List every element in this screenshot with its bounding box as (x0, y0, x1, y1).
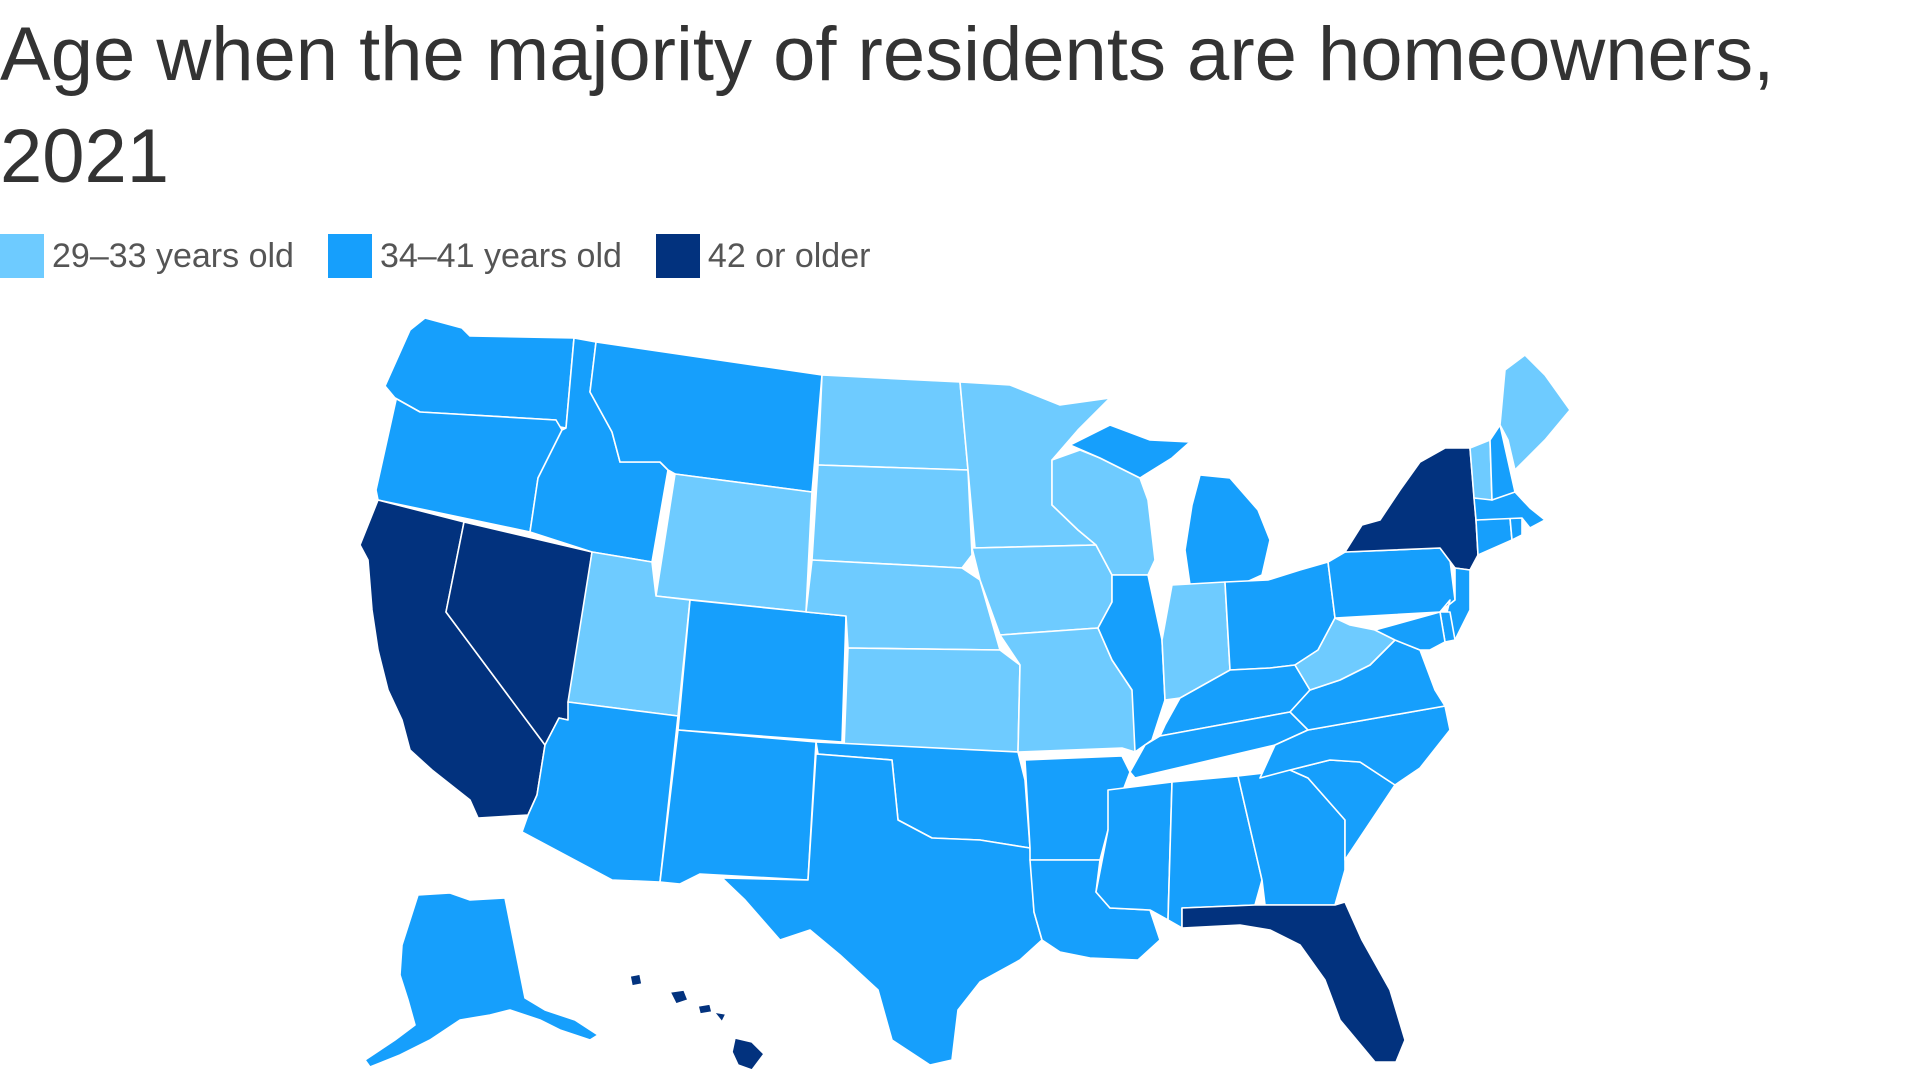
state-ks[interactable] (843, 647, 1021, 753)
state-ar[interactable] (1024, 755, 1131, 861)
state-fl[interactable] (1181, 901, 1406, 1063)
legend-item-34-41: 34–41 years old (327, 234, 622, 278)
legend-swatch-42-plus (655, 234, 700, 278)
state-sd[interactable] (811, 464, 973, 569)
state-ak[interactable] (364, 892, 599, 1068)
legend-swatch-34-41 (327, 234, 372, 278)
legend-label-34-41: 34–41 years old (379, 236, 622, 275)
state-mt[interactable] (589, 341, 823, 493)
legend-item-42-plus: 42 or older (655, 234, 871, 278)
state-wy[interactable] (655, 473, 813, 613)
state-vt[interactable] (1469, 439, 1493, 501)
state-ma[interactable] (1473, 491, 1546, 529)
legend-label-42-plus: 42 or older (707, 236, 871, 275)
legend-label-29-33: 29–33 years old (52, 236, 294, 275)
state-nh[interactable] (1489, 424, 1516, 501)
state-ia[interactable] (971, 544, 1113, 636)
legend-swatch-29-33 (0, 234, 44, 278)
state-ri[interactable] (1509, 517, 1523, 541)
state-tx[interactable] (721, 753, 1043, 1066)
state-md[interactable] (1374, 611, 1446, 651)
legend: 29–33 years old 34–41 years old 42 or ol… (0, 234, 904, 278)
legend-item-29-33: 29–33 years old (0, 234, 294, 278)
state-pa[interactable] (1327, 547, 1456, 619)
state-ms[interactable] (1095, 781, 1173, 921)
state-me[interactable] (1499, 354, 1571, 471)
chart-title: Age when the majority of residents are h… (0, 12, 1775, 199)
state-nd[interactable] (817, 374, 969, 471)
state-hi[interactable] (629, 973, 765, 1071)
state-co[interactable] (677, 599, 847, 743)
state-nm[interactable] (659, 729, 817, 885)
state-ct[interactable] (1475, 517, 1513, 556)
state-il[interactable] (1097, 574, 1166, 753)
